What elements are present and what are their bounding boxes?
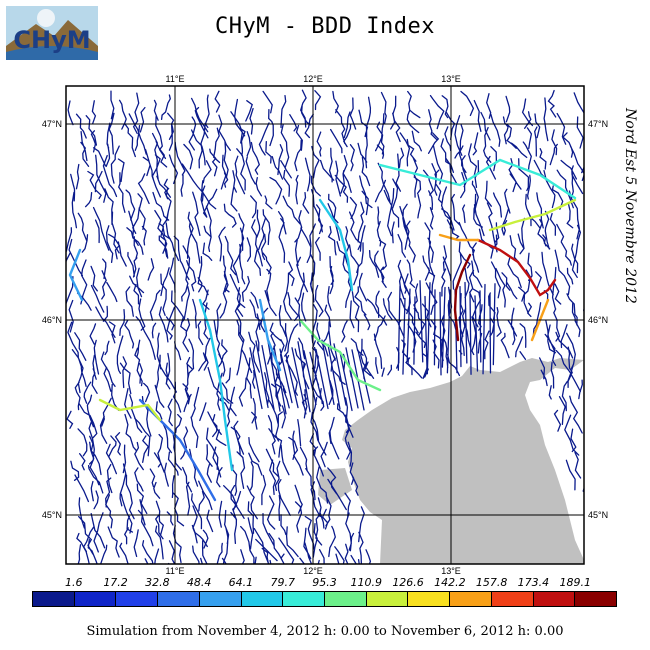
lon-label-bottom: 11°E [166, 566, 185, 576]
color-scale-segment [33, 592, 75, 606]
logo-text: CHyM [13, 26, 90, 54]
lat-label-left: 47°N [42, 119, 62, 129]
simulation-period: Simulation from November 4, 2012 h: 0.00… [86, 624, 564, 639]
lon-label-top: 13°E [441, 74, 461, 84]
legend-tick-label: 189.1 [559, 576, 591, 589]
lon-label-top: 11°E [166, 74, 185, 84]
color-scale-segment [366, 592, 409, 606]
legend-tick-label: 79.7 [270, 576, 295, 589]
legend-tick-label: 1.6 [65, 576, 83, 589]
legend-tick-label: 32.8 [145, 576, 170, 589]
river-streams [66, 89, 584, 564]
page-title: CHyM - BDD Index [215, 14, 435, 39]
lat-label-right: 45°N [588, 510, 608, 520]
color-scale-segment [241, 592, 284, 606]
legend-tick-label: 173.4 [517, 576, 550, 589]
lon-label-bottom: 12°E [303, 566, 323, 576]
color-scale-segment [325, 592, 367, 606]
color-scale-segment [158, 592, 200, 606]
legend-tick-label: 17.2 [103, 576, 128, 589]
lat-label-left: 45°N [42, 510, 62, 520]
chym-logo: CHyM [6, 6, 98, 60]
river-network [66, 89, 584, 564]
lon-label-top: 12°E [303, 74, 323, 84]
legend-tick-label: 64.1 [228, 576, 254, 589]
lat-label-right: 46°N [588, 315, 608, 325]
color-scale-segment [533, 592, 576, 606]
legend-tick-label: 142.2 [434, 576, 466, 589]
graticule [66, 86, 584, 564]
lat-label-left: 46°N [42, 315, 62, 325]
legend-tick-label: 48.4 [186, 576, 212, 589]
legend-labels: 1.6 17.2 32.8 48.4 64.1 79.7 95.3 110.9 126.6 142… [20, 576, 630, 590]
lon-label-bottom: 13°E [441, 566, 461, 576]
color-scale-segment [116, 592, 159, 606]
color-scale-segment [450, 592, 492, 606]
color-scale-segment [491, 592, 534, 606]
color-scale-segment [199, 592, 242, 606]
sea-area [342, 358, 584, 564]
color-scale-segment [408, 592, 451, 606]
date-region-label: Nord Est 5 Novembre 2012 [622, 108, 638, 304]
color-scale-bar [32, 591, 617, 607]
highlighted-rivers [68, 158, 577, 502]
map-frame [65, 85, 585, 565]
legend-tick-label: 110.9 [350, 576, 383, 589]
color-scale-segment [575, 592, 617, 606]
legend-tick-label: 95.3 [312, 576, 337, 589]
legend-tick-label: 126.6 [392, 576, 424, 589]
color-scale-segment [74, 592, 117, 606]
color-scale-segment [283, 592, 326, 606]
lat-label-right: 47°N [588, 119, 608, 129]
legend-tick-label: 157.8 [475, 576, 508, 589]
